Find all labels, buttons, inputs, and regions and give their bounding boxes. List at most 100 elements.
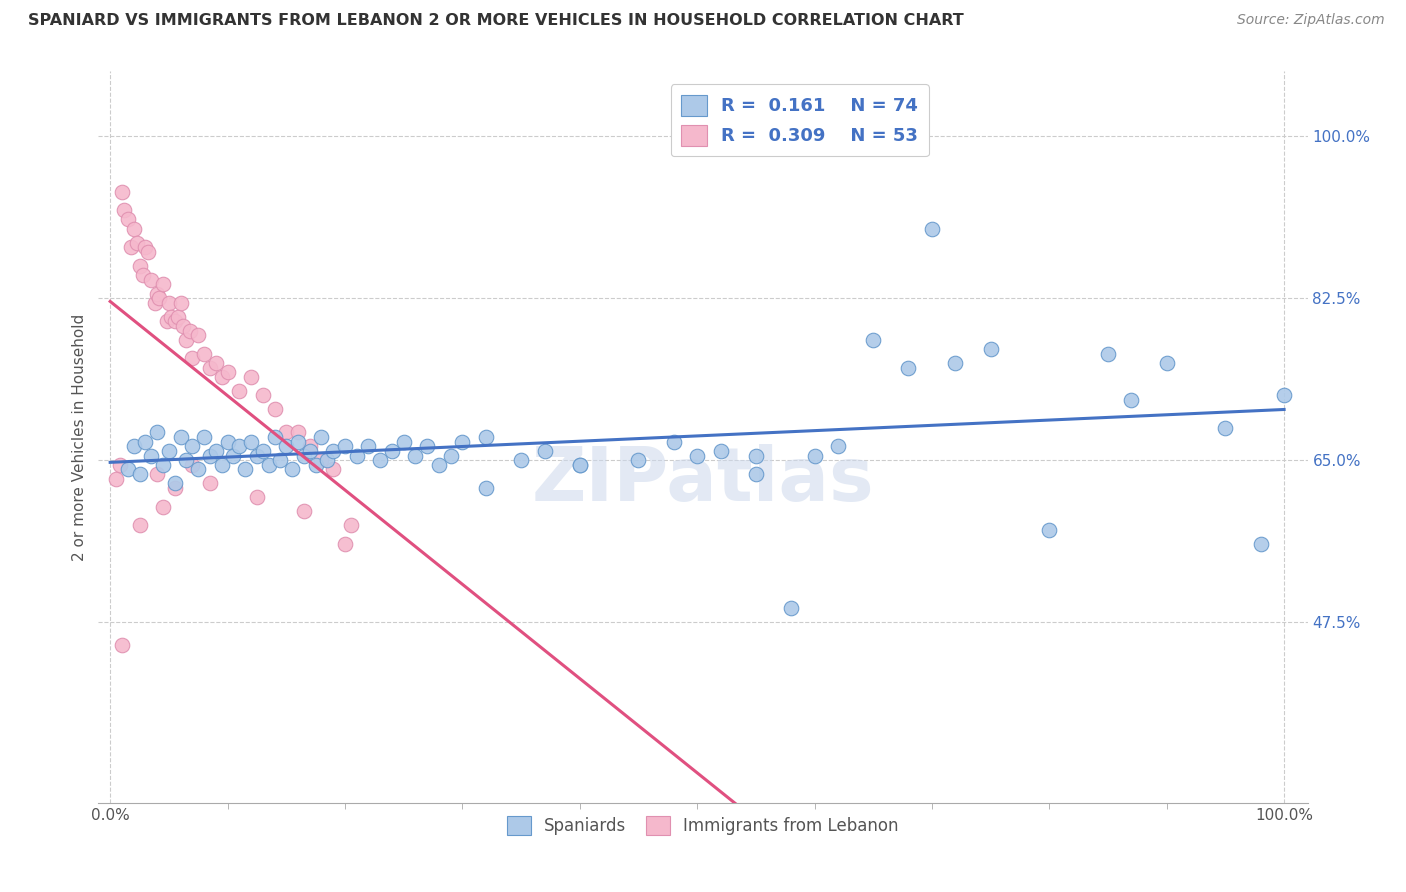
Point xyxy=(146,467,169,482)
Point xyxy=(803,449,825,463)
Point xyxy=(122,221,145,235)
Point xyxy=(292,449,315,463)
Text: Source: ZipAtlas.com: Source: ZipAtlas.com xyxy=(1237,13,1385,28)
Point xyxy=(287,425,309,440)
Point xyxy=(187,328,209,343)
Point xyxy=(1250,536,1272,550)
Point xyxy=(146,425,169,440)
Point xyxy=(404,449,426,463)
Point xyxy=(246,490,269,504)
Point xyxy=(451,434,474,449)
Point xyxy=(233,462,256,476)
Point xyxy=(475,481,498,495)
Point xyxy=(427,458,450,472)
Point xyxy=(292,504,315,518)
Point xyxy=(141,273,163,287)
Point xyxy=(163,481,186,495)
Point xyxy=(1097,347,1119,361)
Point xyxy=(980,342,1002,356)
Text: SPANIARD VS IMMIGRANTS FROM LEBANON 2 OR MORE VEHICLES IN HOUSEHOLD CORRELATION : SPANIARD VS IMMIGRANTS FROM LEBANON 2 OR… xyxy=(28,13,965,29)
Point xyxy=(862,333,884,347)
Point xyxy=(117,212,139,227)
Point xyxy=(316,453,339,467)
Point xyxy=(392,434,415,449)
Point xyxy=(475,430,498,444)
Point xyxy=(416,439,439,453)
Point xyxy=(163,314,186,328)
Point xyxy=(136,244,159,259)
Point xyxy=(745,467,768,482)
Point xyxy=(686,449,709,463)
Point xyxy=(368,453,391,467)
Point xyxy=(155,314,177,328)
Point xyxy=(179,324,201,338)
Point xyxy=(112,203,135,218)
Point xyxy=(146,286,169,301)
Point xyxy=(276,425,298,440)
Point xyxy=(252,444,274,458)
Point xyxy=(281,462,304,476)
Point xyxy=(1272,388,1295,402)
Point xyxy=(152,277,174,292)
Text: ZIPatlas: ZIPatlas xyxy=(531,444,875,517)
Point xyxy=(246,449,269,463)
Point xyxy=(287,434,309,449)
Point xyxy=(269,453,291,467)
Point xyxy=(157,295,180,310)
Point xyxy=(222,449,245,463)
Point xyxy=(160,310,183,324)
Point xyxy=(357,439,380,453)
Point xyxy=(134,240,156,254)
Point xyxy=(172,318,194,333)
Point xyxy=(128,259,150,273)
Point xyxy=(298,444,321,458)
Point xyxy=(148,291,170,305)
Legend: Spaniards, Immigrants from Lebanon: Spaniards, Immigrants from Lebanon xyxy=(501,809,905,842)
Point xyxy=(311,453,333,467)
Point xyxy=(568,458,591,472)
Point xyxy=(263,402,285,417)
Point xyxy=(105,472,128,486)
Point xyxy=(128,467,150,482)
Point xyxy=(745,449,768,463)
Point xyxy=(117,462,139,476)
Point xyxy=(311,430,333,444)
Point xyxy=(252,388,274,402)
Point xyxy=(204,444,226,458)
Point xyxy=(921,221,943,235)
Point xyxy=(198,449,221,463)
Point xyxy=(228,384,250,398)
Point xyxy=(141,449,163,463)
Point xyxy=(176,333,198,347)
Point xyxy=(1038,523,1060,537)
Point xyxy=(340,518,363,533)
Point xyxy=(333,439,356,453)
Point xyxy=(322,462,344,476)
Point xyxy=(304,458,326,472)
Point xyxy=(346,449,368,463)
Point xyxy=(439,449,461,463)
Point xyxy=(167,310,190,324)
Point xyxy=(198,476,221,491)
Point xyxy=(710,444,733,458)
Point xyxy=(1121,392,1143,407)
Point xyxy=(1215,421,1237,435)
Point xyxy=(827,439,849,453)
Point xyxy=(322,444,344,458)
Point xyxy=(163,476,186,491)
Point xyxy=(204,356,226,370)
Point xyxy=(211,370,233,384)
Point xyxy=(111,185,134,199)
Point xyxy=(157,444,180,458)
Point xyxy=(152,500,174,514)
Point xyxy=(217,365,239,379)
Point xyxy=(217,434,239,449)
Point xyxy=(240,434,263,449)
Point xyxy=(568,458,591,472)
Point xyxy=(111,639,134,653)
Point xyxy=(120,240,142,254)
Point xyxy=(211,458,233,472)
Point xyxy=(181,439,204,453)
Point xyxy=(198,360,221,375)
Point xyxy=(122,439,145,453)
